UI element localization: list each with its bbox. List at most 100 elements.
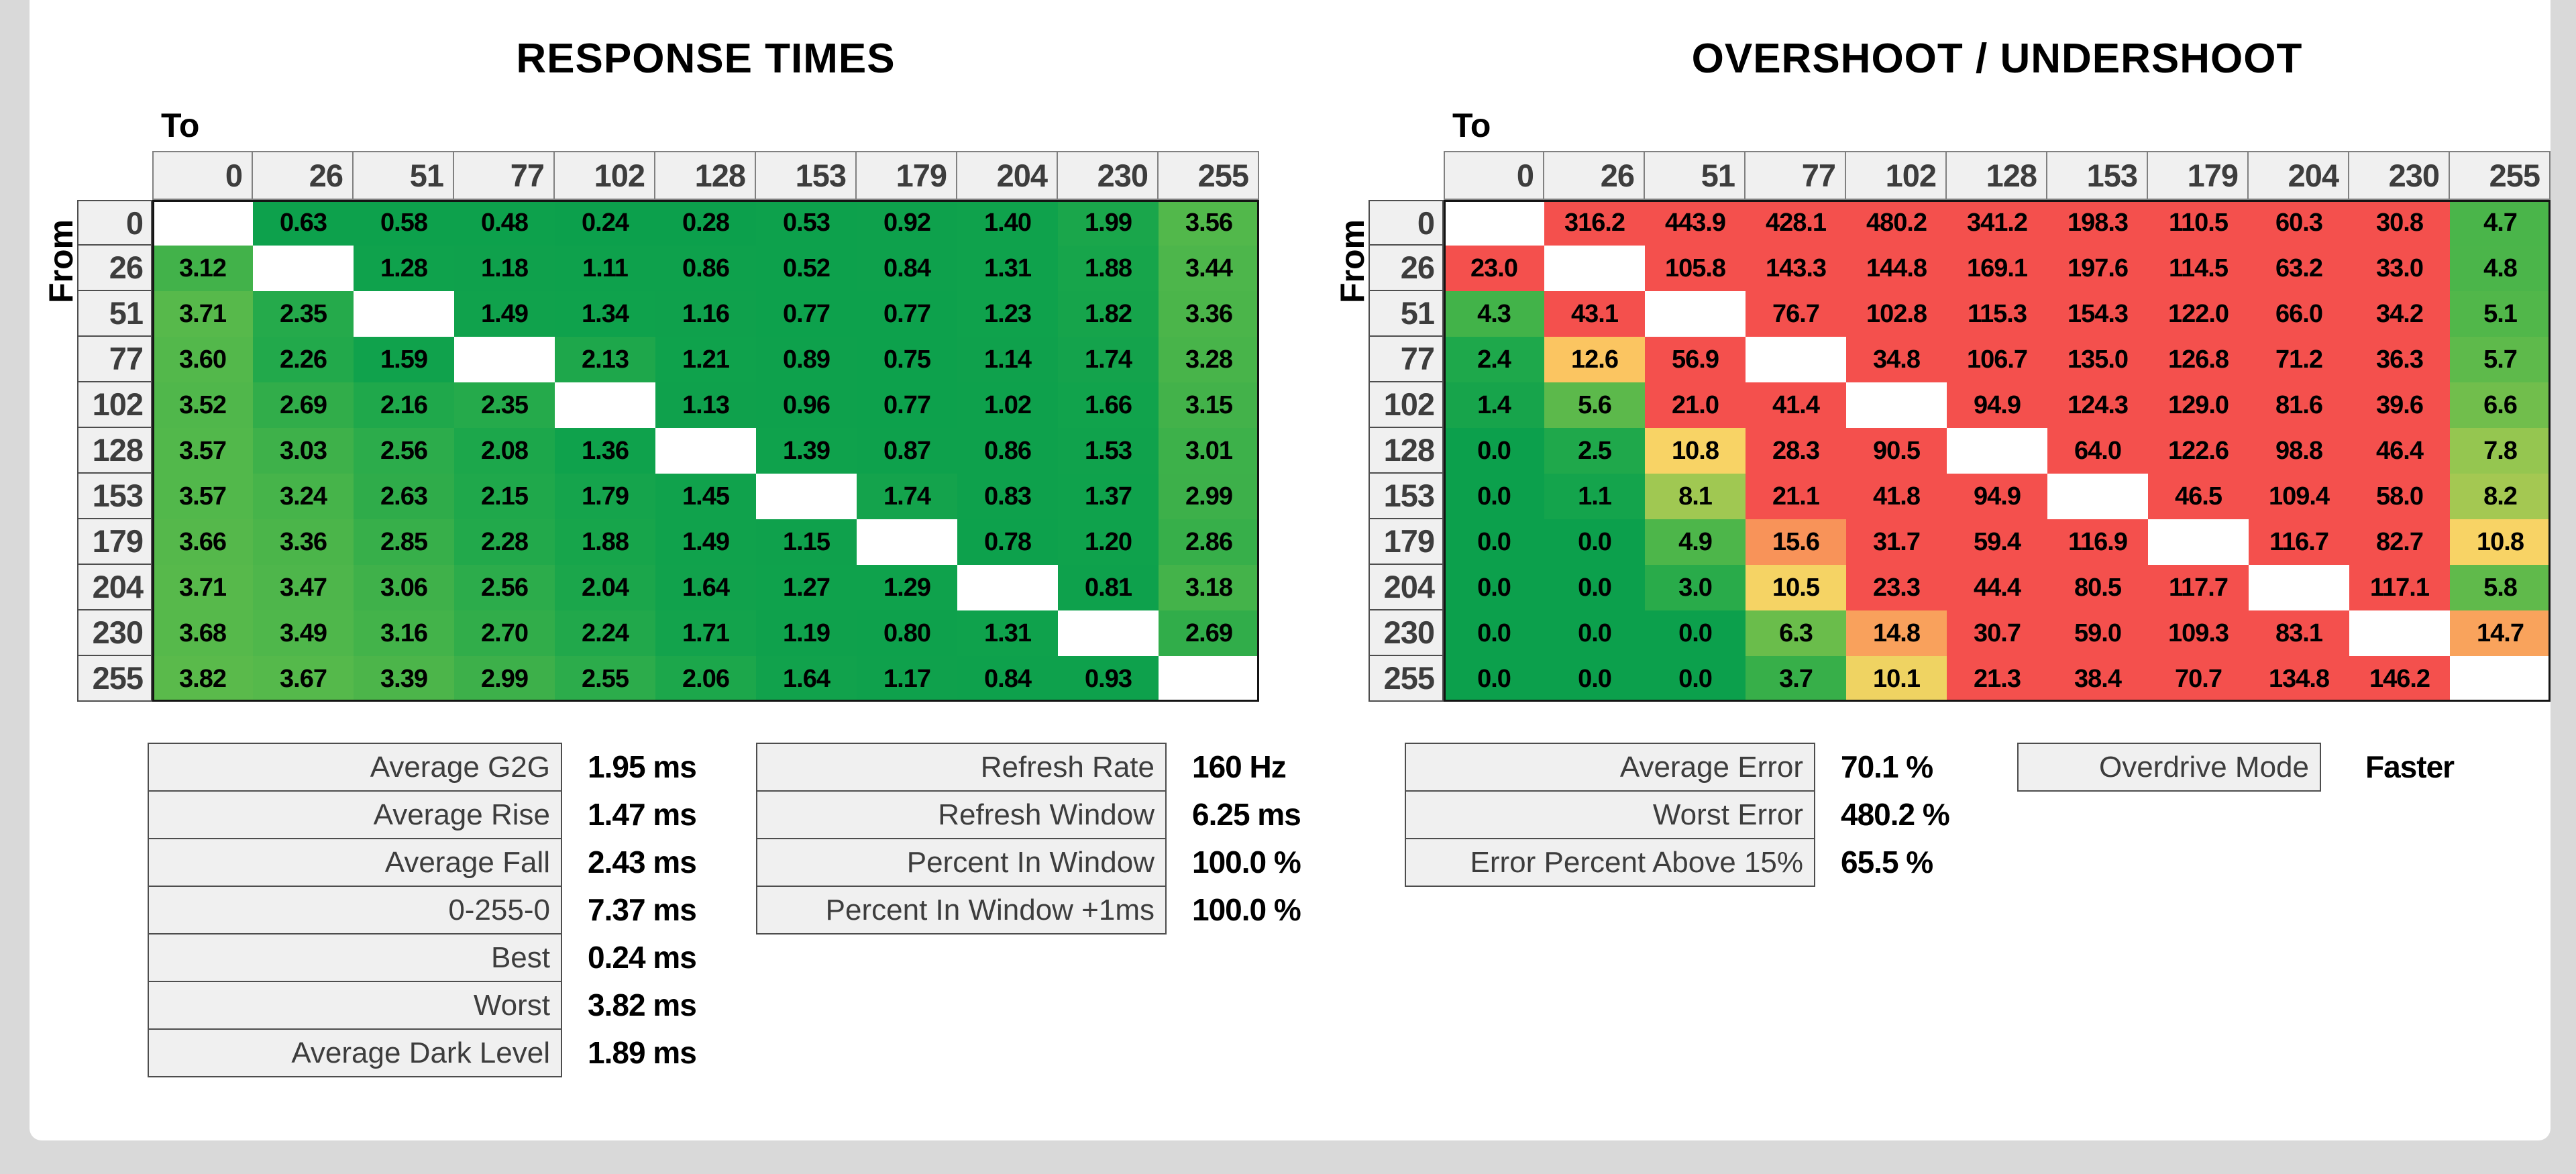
heatmap-cell: 480.2 [1846, 200, 1947, 246]
heatmap-cell: 3.71 [152, 565, 253, 610]
heatmap-cell: 3.39 [354, 656, 454, 702]
col-header-204: 204 [957, 151, 1058, 200]
col-header-255: 255 [1159, 151, 1259, 200]
row-header-255: 255 [1368, 656, 1444, 702]
heatmap-cell [1058, 610, 1159, 656]
heatmap-cell: 135.0 [2047, 337, 2148, 382]
col-header-255: 255 [2450, 151, 2551, 200]
heatmap-cell: 2.35 [454, 382, 555, 428]
heatmap-cell: 109.3 [2148, 610, 2249, 656]
heatmap-cell: 56.9 [1645, 337, 1746, 382]
heatmap-cell: 1.11 [555, 246, 655, 291]
heatmap-cell [152, 200, 253, 246]
heatmap-cell: 0.0 [1444, 474, 1544, 519]
col-header-230: 230 [1058, 151, 1159, 200]
heatmap-cell: 0.48 [454, 200, 555, 246]
col-header-0: 0 [1444, 151, 1544, 200]
heatmap-cell: 3.0 [1645, 565, 1746, 610]
summary-label: Average Rise [148, 790, 562, 839]
heatmap-cell: 4.8 [2450, 246, 2551, 291]
heatmap-cell: 1.66 [1058, 382, 1159, 428]
summary-value: 3.82 ms [588, 988, 697, 1022]
heatmap-cell: 41.4 [1746, 382, 1846, 428]
heatmap-cell: 109.4 [2249, 474, 2349, 519]
heatmap-cell: 0.77 [857, 291, 957, 337]
heatmap-cell: 3.15 [1159, 382, 1259, 428]
heatmap-cell: 44.4 [1947, 565, 2047, 610]
heatmap-cell: 198.3 [2047, 200, 2148, 246]
heatmap-cell: 102.8 [1846, 291, 1947, 337]
heatmap-cell: 63.2 [2249, 246, 2349, 291]
col-header-128: 128 [655, 151, 756, 200]
heatmap-cell: 143.3 [1746, 246, 1846, 291]
heatmap-cell: 10.8 [1645, 428, 1746, 474]
heatmap-cell: 1.28 [354, 246, 454, 291]
heatmap-cell: 115.3 [1947, 291, 2047, 337]
col-header-153: 153 [2047, 151, 2148, 200]
col-header-0: 0 [152, 151, 253, 200]
heatmap-cell [2249, 565, 2349, 610]
heatmap-cell: 80.5 [2047, 565, 2148, 610]
overshoot-title: OVERSHOOT / UNDERSHOOT [1691, 36, 2303, 82]
heatmap-cell: 2.63 [354, 474, 454, 519]
heatmap-cell: 94.9 [1947, 474, 2047, 519]
heatmap-cell [1159, 656, 1259, 702]
heatmap-cell [555, 382, 655, 428]
heatmap-cell: 31.7 [1846, 519, 1947, 565]
heatmap-cell: 1.20 [1058, 519, 1159, 565]
heatmap-cell: 154.3 [2047, 291, 2148, 337]
row-header-230: 230 [77, 610, 152, 656]
summary-value: 70.1 % [1841, 749, 1933, 784]
heatmap-cell [1544, 246, 1645, 291]
col-header-102: 102 [555, 151, 655, 200]
heatmap-cell: 2.26 [253, 337, 354, 382]
heatmap-cell: 58.0 [2349, 474, 2450, 519]
heatmap-cell: 1.74 [1058, 337, 1159, 382]
summary-label: Worst Error [1405, 790, 1815, 839]
heatmap-cell: 0.0 [1444, 656, 1544, 702]
heatmap-cell: 1.13 [655, 382, 756, 428]
heatmap-cell: 71.2 [2249, 337, 2349, 382]
heatmap-cell: 21.0 [1645, 382, 1746, 428]
row-header-204: 204 [1368, 565, 1444, 610]
row-header-153: 153 [77, 474, 152, 519]
row-header-26: 26 [1368, 246, 1444, 291]
response-summary-table: Average G2G 1.95 ms Average Rise 1.47 ms Ave… [148, 743, 697, 1077]
summary-row: Average Fall 2.43 ms [148, 838, 697, 887]
heatmap-cell: 0.89 [756, 337, 857, 382]
heatmap-cell: 5.7 [2450, 337, 2551, 382]
overdrive-mode-row: Overdrive Mode Faster [2017, 743, 2455, 792]
heatmap-cell: 2.86 [1159, 519, 1259, 565]
heatmap-cell: 30.7 [1947, 610, 2047, 656]
heatmap-cell: 6.6 [2450, 382, 2551, 428]
heatmap-cell: 3.49 [253, 610, 354, 656]
heatmap-cell: 1.34 [555, 291, 655, 337]
heatmap-cell: 2.69 [253, 382, 354, 428]
heatmap-cell: 64.0 [2047, 428, 2148, 474]
heatmap-cell: 0.0 [1444, 565, 1544, 610]
heatmap-cell: 2.4 [1444, 337, 1544, 382]
heatmap-cell: 1.19 [756, 610, 857, 656]
heatmap-cell: 105.8 [1645, 246, 1746, 291]
heatmap-cell: 1.16 [655, 291, 756, 337]
row-header-102: 102 [1368, 382, 1444, 428]
heatmap-cell: 1.79 [555, 474, 655, 519]
heatmap-cell: 14.8 [1846, 610, 1947, 656]
heatmap-cell: 14.7 [2450, 610, 2551, 656]
heatmap-cell: 1.14 [957, 337, 1058, 382]
heatmap-cell: 1.15 [756, 519, 857, 565]
response-times-title: RESPONSE TIMES [516, 36, 896, 82]
heatmap-cell: 2.55 [555, 656, 655, 702]
heatmap-cell: 146.2 [2349, 656, 2450, 702]
row-header-26: 26 [77, 246, 152, 291]
heatmap-cell: 1.88 [1058, 246, 1159, 291]
summary-value: 1.47 ms [588, 797, 697, 832]
heatmap-cell: 1.49 [655, 519, 756, 565]
heatmap-cell: 2.99 [1159, 474, 1259, 519]
col-header-51: 51 [1645, 151, 1746, 200]
heatmap-cell: 4.9 [1645, 519, 1746, 565]
row-header-77: 77 [77, 337, 152, 382]
response-times-heatmap: 0 26 51 77 102 128 153 179 204 230 255 0 0.63 0.58 0.4… [77, 151, 1259, 702]
summary-value: 7.37 ms [588, 892, 697, 927]
heatmap-cell: 1.82 [1058, 291, 1159, 337]
